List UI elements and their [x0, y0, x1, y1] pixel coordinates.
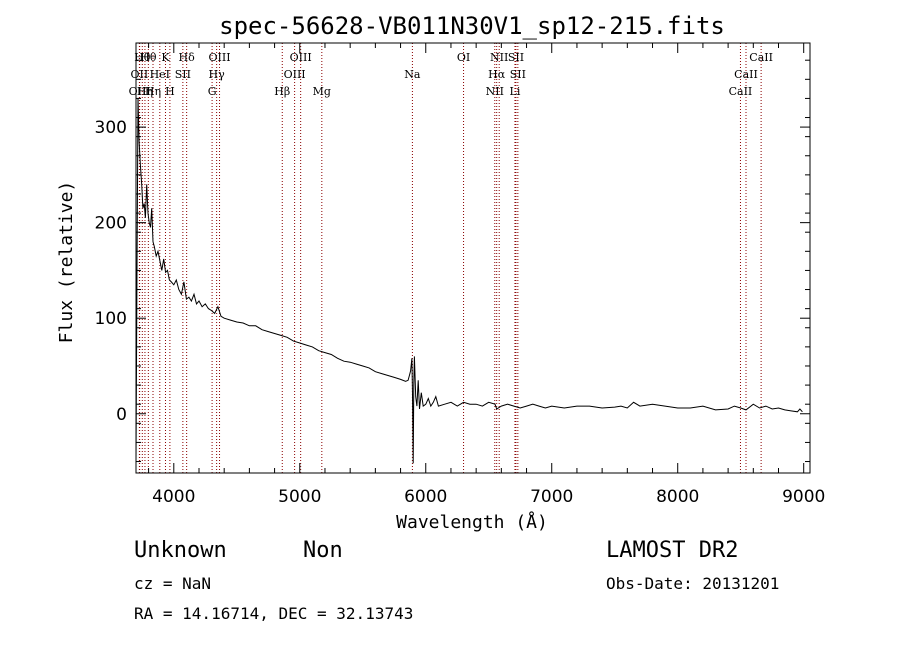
x-axis: 4000 5000 6000 7000 8000 9000	[148, 43, 825, 507]
x-axis-label: Wavelength (Å)	[396, 511, 548, 533]
coords-label: RA = 14.16714, DEC = 32.13743	[134, 604, 414, 623]
line-marker-label: OIII	[129, 85, 151, 98]
line-marker-label: OII	[131, 68, 149, 81]
line-marker-label: NII	[490, 51, 508, 64]
line-marker-label: Hη	[145, 85, 161, 98]
line-marker-label: H	[165, 85, 175, 98]
line-marker-label: Hθ	[134, 51, 151, 64]
line-marker-label: HeI	[150, 68, 170, 81]
line-marker-labels: OIIOIIIHθHηHθHηHeIKHSIIHδGHγOIIIHβOIIIOI…	[129, 51, 773, 98]
x-tick-label: 5000	[278, 487, 321, 507]
y-tick-label: 200	[95, 214, 127, 234]
line-marker-label: Na	[404, 68, 421, 81]
line-marker-label: CaII	[734, 68, 758, 81]
x-tick-label: 9000	[782, 487, 825, 507]
plot-frame	[135, 42, 811, 474]
line-marker-label: Hη	[137, 85, 153, 98]
y-tick-label: 100	[95, 309, 127, 329]
line-marker-label: OIII	[284, 68, 306, 81]
line-markers	[138, 43, 762, 473]
line-marker-label: CaII	[729, 85, 753, 98]
line-marker-label: Hθ	[140, 51, 157, 64]
line-marker-label: Hβ	[274, 85, 290, 98]
x-tick-label: 7000	[530, 487, 573, 507]
x-tick-label: 6000	[404, 487, 447, 507]
line-marker-label: OI	[457, 51, 470, 64]
line-marker-label: SII	[175, 68, 191, 81]
line-marker-label: Mg	[313, 85, 331, 98]
chart-title: spec-56628-VB011N30V1_sp12-215.fits	[219, 12, 725, 40]
line-marker-label: Hδ	[179, 51, 196, 64]
x-tick-label: 4000	[152, 487, 195, 507]
line-marker-label: Li	[510, 85, 521, 98]
line-marker-label: K	[161, 51, 170, 64]
class-label: Unknown	[134, 538, 227, 563]
y-axis-label: Flux (relative)	[56, 181, 77, 344]
line-marker-label: Hα	[488, 68, 506, 81]
redshift-label: cz = NaN	[134, 574, 212, 593]
survey-label: LAMOST DR2	[606, 538, 739, 563]
line-marker-label: Hγ	[209, 68, 226, 81]
line-marker-label: CaII	[749, 51, 773, 64]
obs-date-label: Obs-Date: 20131201	[606, 574, 780, 593]
line-marker-label: SII	[510, 68, 526, 81]
x-tick-label: 8000	[656, 487, 699, 507]
line-marker-label: SII	[508, 51, 524, 64]
spectrum-line	[135, 98, 803, 464]
line-marker-label: OIII	[208, 51, 230, 64]
line-marker-label: OIII	[290, 51, 312, 64]
line-marker-label: NII	[486, 85, 504, 98]
y-axis: 0 100 200 300	[95, 59, 810, 463]
y-tick-label: 300	[95, 118, 127, 138]
y-tick-label: 0	[116, 405, 127, 425]
line-marker-label: G	[208, 85, 217, 98]
subclass-label: Non	[303, 538, 343, 563]
